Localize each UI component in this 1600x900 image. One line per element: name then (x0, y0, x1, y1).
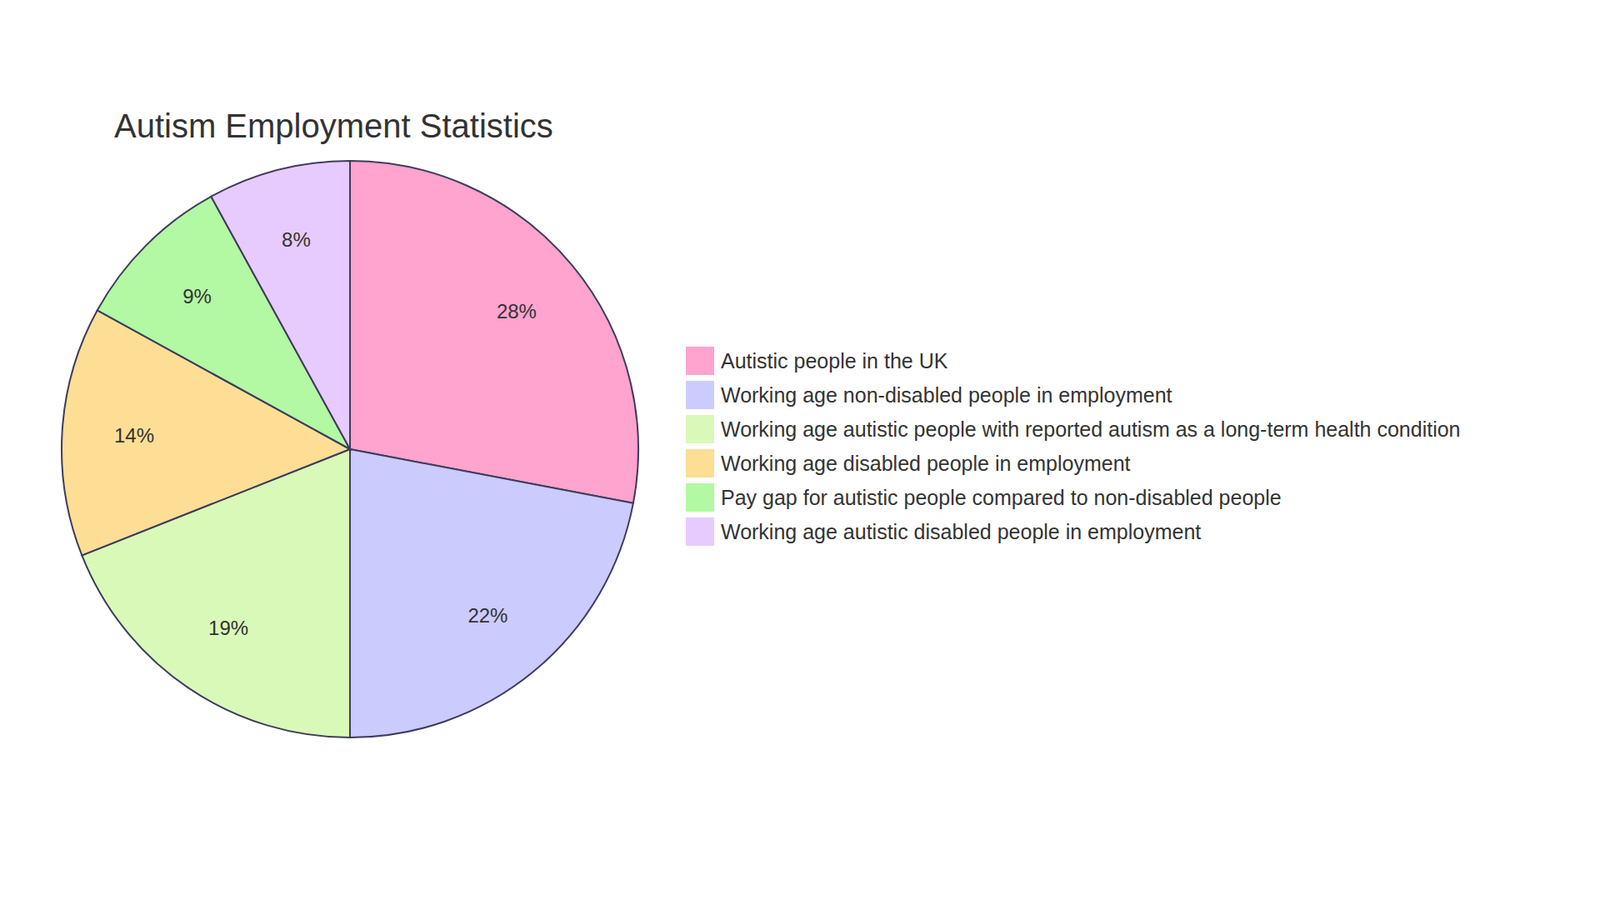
slice (210, 160, 350, 450)
legend-swatch (685, 380, 715, 410)
legend-swatch (685, 449, 715, 478)
legend-swatch (685, 517, 715, 546)
legend-swatch (685, 415, 715, 444)
legend-label: Working age autistic disabled people in … (720, 520, 1201, 544)
slice (350, 449, 634, 738)
legend-label: Working age non-disabled people in emplo… (720, 383, 1173, 407)
data-label: 22% (467, 604, 508, 627)
data-label: 9% (182, 285, 212, 308)
title: Autism Employment Statistics (114, 107, 554, 145)
legend-swatch (685, 346, 715, 375)
legend-label: Working age autistic people with reporte… (720, 417, 1461, 441)
legend: Autistic people in the UK Working age non… (685, 346, 1461, 546)
legend-label: Pay gap for autistic people compared to … (720, 485, 1282, 510)
slices (61, 160, 639, 738)
data-label: 19% (208, 616, 249, 640)
data-label: 8% (281, 228, 311, 251)
chart: Autism Employment Statistics 28% 22% 19% 14%… (0, 0, 1600, 900)
legend-label: Autistic people in the UK (720, 349, 949, 373)
legend-label: Working age disabled people in employmen… (720, 451, 1131, 475)
data-label: 14% (114, 424, 155, 447)
data-label: 28% (496, 300, 537, 323)
slice (350, 160, 639, 504)
legend-swatch (685, 483, 715, 512)
